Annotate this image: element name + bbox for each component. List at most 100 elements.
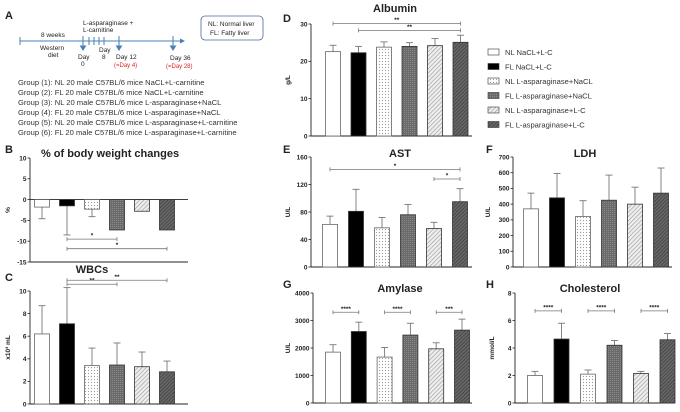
y-tick-label: 80: [300, 209, 308, 216]
y-tick-label: 10: [19, 155, 27, 162]
y-tick-label: 0: [506, 264, 510, 271]
y-tick-label: 0: [304, 133, 308, 140]
y-tick-label: 500: [499, 186, 510, 193]
abbrev-fl: FL: Fatty liver: [210, 30, 250, 37]
bar: [601, 199, 617, 268]
legend-swatch: [487, 106, 500, 114]
legend-label: NL NaCL+L-C: [505, 48, 553, 57]
y-tick-label: 3000: [295, 318, 310, 325]
y-tick-label: 5: [23, 176, 27, 183]
bar: [84, 199, 100, 210]
panel-label-a: A: [5, 10, 13, 22]
day0-label-1: Day: [78, 54, 90, 61]
chart-title: LDH: [574, 148, 597, 160]
bar: [653, 192, 669, 268]
panel-label: E: [283, 144, 290, 156]
bar: [452, 201, 468, 268]
bar: [59, 199, 75, 207]
legend-swatch: [487, 121, 500, 128]
chart-h: H Cholesterol mmol/L 0 2 4 6 8 **** **** ****: [486, 279, 676, 407]
legend-label: NL L-asparaginase+NaCL: [505, 77, 593, 86]
treatment-label-2: L-carnitine: [83, 27, 114, 34]
y-tick-label: 1000: [295, 373, 310, 380]
day36-label: Day 36: [170, 55, 191, 62]
chart-e: E AST U/L 0 40 80 120 160 * *: [283, 144, 472, 271]
significance-label: ***: [445, 306, 453, 313]
chart-c: C WBCs x10³ mL 0 2 4 6 8 10 ** **: [5, 264, 188, 408]
bar: [109, 199, 125, 231]
y-tick-label: 600: [499, 170, 510, 177]
bar: [428, 348, 445, 404]
bar: [523, 208, 539, 268]
y-axis-label: U/L: [285, 207, 292, 218]
chart-f: F LDH U/L 0 100 200 300 400 500 600 700: [485, 144, 672, 271]
day0-label-2: 0: [81, 61, 85, 68]
bar: [452, 41, 469, 137]
group-list: Group (1): NL 20 male C57BL/6 mice NaCL+…: [18, 78, 237, 137]
diet-label-1: Western: [40, 45, 64, 52]
bar: [426, 228, 442, 268]
y-tick-label: 0: [306, 400, 310, 407]
y-tick-label: 2: [508, 373, 512, 380]
y-tick-label: 0: [23, 197, 27, 204]
day12-note: (=Day 4): [114, 63, 137, 69]
y-tick-label: 6: [23, 334, 27, 341]
chart-title: Albumin: [373, 3, 417, 15]
chart-b: B % of body weight changes% 10 5 0 -5 -10 -15 * *: [5, 144, 188, 266]
bar: [575, 215, 591, 268]
significance-label: ****: [649, 304, 660, 311]
bar: [401, 46, 418, 137]
significance-label: *: [446, 173, 449, 180]
y-axis-label: mmol/L: [489, 336, 496, 359]
legend-label: FL L-asparaginase+L-C: [505, 121, 585, 130]
y-axis-label: U/L: [285, 343, 292, 354]
diet-duration: 8 weeks: [41, 32, 66, 39]
legend-swatch: [487, 63, 500, 70]
y-tick-label: 100: [499, 249, 510, 256]
legend-swatch: [487, 77, 500, 85]
panel-label: C: [5, 272, 13, 284]
significance-label: *: [91, 233, 94, 240]
y-axis-label: x10³ mL: [5, 335, 12, 360]
significance-label: ****: [341, 306, 352, 313]
day36-note: (=Day 28): [166, 64, 193, 70]
bar: [427, 45, 443, 137]
group-item: Group (2): FL 20 male C57BL/6 mice NaCL+…: [18, 88, 204, 97]
abbreviation-box: [200, 15, 264, 41]
y-tick-label: 4: [23, 356, 27, 363]
day8-label-1: Day: [99, 47, 111, 54]
panel-label: D: [283, 13, 291, 25]
y-tick-label: 120: [297, 182, 308, 189]
y-tick-label: 6: [508, 318, 512, 325]
day-arrows: [79, 36, 177, 51]
chart-d: D Albumin g/L 0 10 20 30 ** **: [283, 3, 472, 140]
bar: [34, 199, 50, 208]
bar: [374, 227, 390, 268]
bar: [454, 329, 470, 404]
y-axis-label: U/L: [485, 207, 492, 218]
y-tick-label: 0: [23, 401, 27, 408]
bar: [159, 371, 175, 405]
bar: [34, 333, 50, 405]
chart-title: AST: [389, 148, 411, 160]
legend-label: FL L-asparaginase+NaCL: [505, 92, 592, 101]
bar: [134, 199, 150, 212]
y-tick-label: 400: [499, 201, 510, 208]
chart-title: Amylase: [377, 283, 422, 295]
bar: [322, 223, 338, 268]
bar: [350, 331, 367, 404]
significance-label: **: [407, 24, 413, 31]
abbrev-nl: NL: Normal liver: [208, 21, 255, 28]
bar: [606, 344, 623, 404]
y-tick-label: 8: [508, 290, 512, 297]
bar: [400, 214, 416, 268]
bar: [159, 199, 175, 231]
y-axis-label: g/L: [285, 75, 292, 85]
group-item: Group (3): NL 20 male C57BL/6 mice L-asp…: [18, 98, 221, 107]
y-tick-label: 2: [23, 379, 27, 386]
significance-label: **: [394, 17, 400, 24]
y-tick-label: 10: [300, 96, 308, 103]
significance-label: **: [114, 274, 120, 281]
bar: [627, 203, 643, 268]
